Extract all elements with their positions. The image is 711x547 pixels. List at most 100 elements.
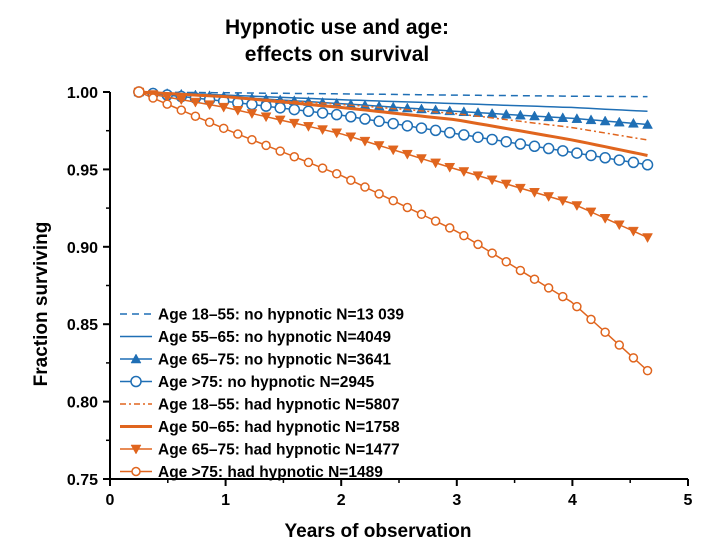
series-7-point <box>571 201 583 212</box>
legend-item-8: Age >75: had hypnotic N=1489 <box>120 464 383 481</box>
series-3-point <box>529 110 540 121</box>
series-8-point <box>176 105 187 115</box>
series-7-point <box>458 167 470 177</box>
legend-label: Age 55–65: no hypnotic N=4049 <box>158 329 391 346</box>
series-8 <box>134 87 653 376</box>
y-tick-label: 0.85 <box>67 317 98 334</box>
series-4-point <box>288 103 301 116</box>
series-8-point <box>261 140 271 151</box>
legend-swatch-marker <box>130 353 142 364</box>
series-7-point <box>246 109 258 119</box>
legend-swatch-marker <box>131 466 141 477</box>
series-8-point <box>444 223 455 233</box>
series-7-point <box>627 226 639 237</box>
series-8-point <box>402 202 413 213</box>
series-3-point <box>543 111 555 122</box>
x-tick-label: 3 <box>452 492 461 509</box>
series-8-point <box>558 291 568 302</box>
series-8-point <box>374 189 384 199</box>
series-3-point <box>585 114 597 125</box>
series-4-point <box>458 129 470 141</box>
series-4-point <box>316 107 329 119</box>
series-7-point <box>189 97 201 108</box>
series-7-point <box>613 220 625 231</box>
legend-item-7: Age 65–75: had hypnotic N=1477 <box>120 442 400 459</box>
series-4-point <box>373 115 385 128</box>
series-7-point <box>218 102 230 113</box>
series-7-point <box>274 115 286 126</box>
y-tick-label: 0.75 <box>67 472 98 489</box>
series-7-point <box>260 112 272 123</box>
series-7-point <box>599 214 611 224</box>
series-4-point <box>330 108 343 121</box>
series-7-point <box>585 207 597 218</box>
series-7-point <box>401 149 413 160</box>
series-7-point <box>416 154 427 165</box>
series-4-point <box>387 117 399 130</box>
series-8-point <box>233 129 243 139</box>
legend-label: Age 65–75: no hypnotic N=3641 <box>158 352 391 369</box>
series-7-point <box>486 175 498 186</box>
series-4-point <box>542 142 555 155</box>
legend-item-3: Age 65–75: no hypnotic N=3641 <box>120 352 391 369</box>
series-7-point <box>373 141 385 151</box>
series-7-point <box>387 145 399 156</box>
series-3-point <box>613 116 625 127</box>
series-8-point <box>275 146 285 156</box>
series-4-point <box>613 154 626 166</box>
series-8-point <box>586 314 596 325</box>
series-7-point <box>430 158 442 169</box>
axes: 0 1 2 3 4 5 0.75 0.80 0.85 0.90 0.95 1.00 <box>67 85 693 509</box>
series-4-point <box>486 133 498 146</box>
legend-label: Age >75: no hypnotic N=2945 <box>158 374 375 391</box>
series-4-point <box>443 126 456 139</box>
series-4-point <box>345 111 357 123</box>
series-8-point <box>218 123 229 134</box>
series-layer <box>133 86 654 376</box>
series-7-point <box>359 136 371 147</box>
series-8-point <box>642 365 653 376</box>
series-8-point <box>416 209 427 220</box>
series-4-point <box>585 149 597 162</box>
series-7-point <box>472 171 484 182</box>
series-4-point <box>599 152 611 164</box>
series-7 <box>133 87 653 244</box>
series-8-point <box>346 175 356 185</box>
series-8-point <box>515 265 526 276</box>
legend-item-1: Age 18–55: no hypnotic N=13 039 <box>120 307 404 324</box>
series-4-point <box>571 147 583 159</box>
series-4-point <box>500 135 513 148</box>
series-4-point <box>429 124 442 137</box>
series-4-point <box>557 145 569 157</box>
series-8-point <box>430 216 441 226</box>
series-7-point <box>557 196 569 207</box>
series-4-point <box>401 120 414 132</box>
series-7-point <box>331 128 343 139</box>
series-8-point <box>190 111 201 121</box>
legend-label: Age 65–75: had hypnotic N=1477 <box>158 442 400 459</box>
series-3-point <box>627 117 639 128</box>
series-7-point <box>232 106 244 116</box>
series-4-point <box>627 156 640 169</box>
series-8-point <box>487 248 497 258</box>
series-3-point <box>514 109 526 120</box>
series-4-point <box>415 122 428 134</box>
series-8-point <box>600 327 610 337</box>
y-tick-label: 0.95 <box>67 162 98 179</box>
legend-item-6: Age 50–65: had hypnotic N=1758 <box>120 419 400 436</box>
series-8-point <box>331 169 342 179</box>
series-8-point <box>501 257 512 267</box>
series-4-point <box>260 100 272 112</box>
series-4-point <box>359 113 371 125</box>
series-8-point <box>543 283 554 293</box>
series-7-point <box>500 179 512 190</box>
series-4-point <box>514 138 527 150</box>
series-8-point <box>529 274 540 284</box>
series-7-point <box>345 132 357 143</box>
series-8-point <box>162 99 172 109</box>
series-7-point <box>543 192 555 202</box>
series-8-point <box>388 195 398 206</box>
series-3-point <box>500 108 512 119</box>
series-3-point <box>557 112 569 122</box>
